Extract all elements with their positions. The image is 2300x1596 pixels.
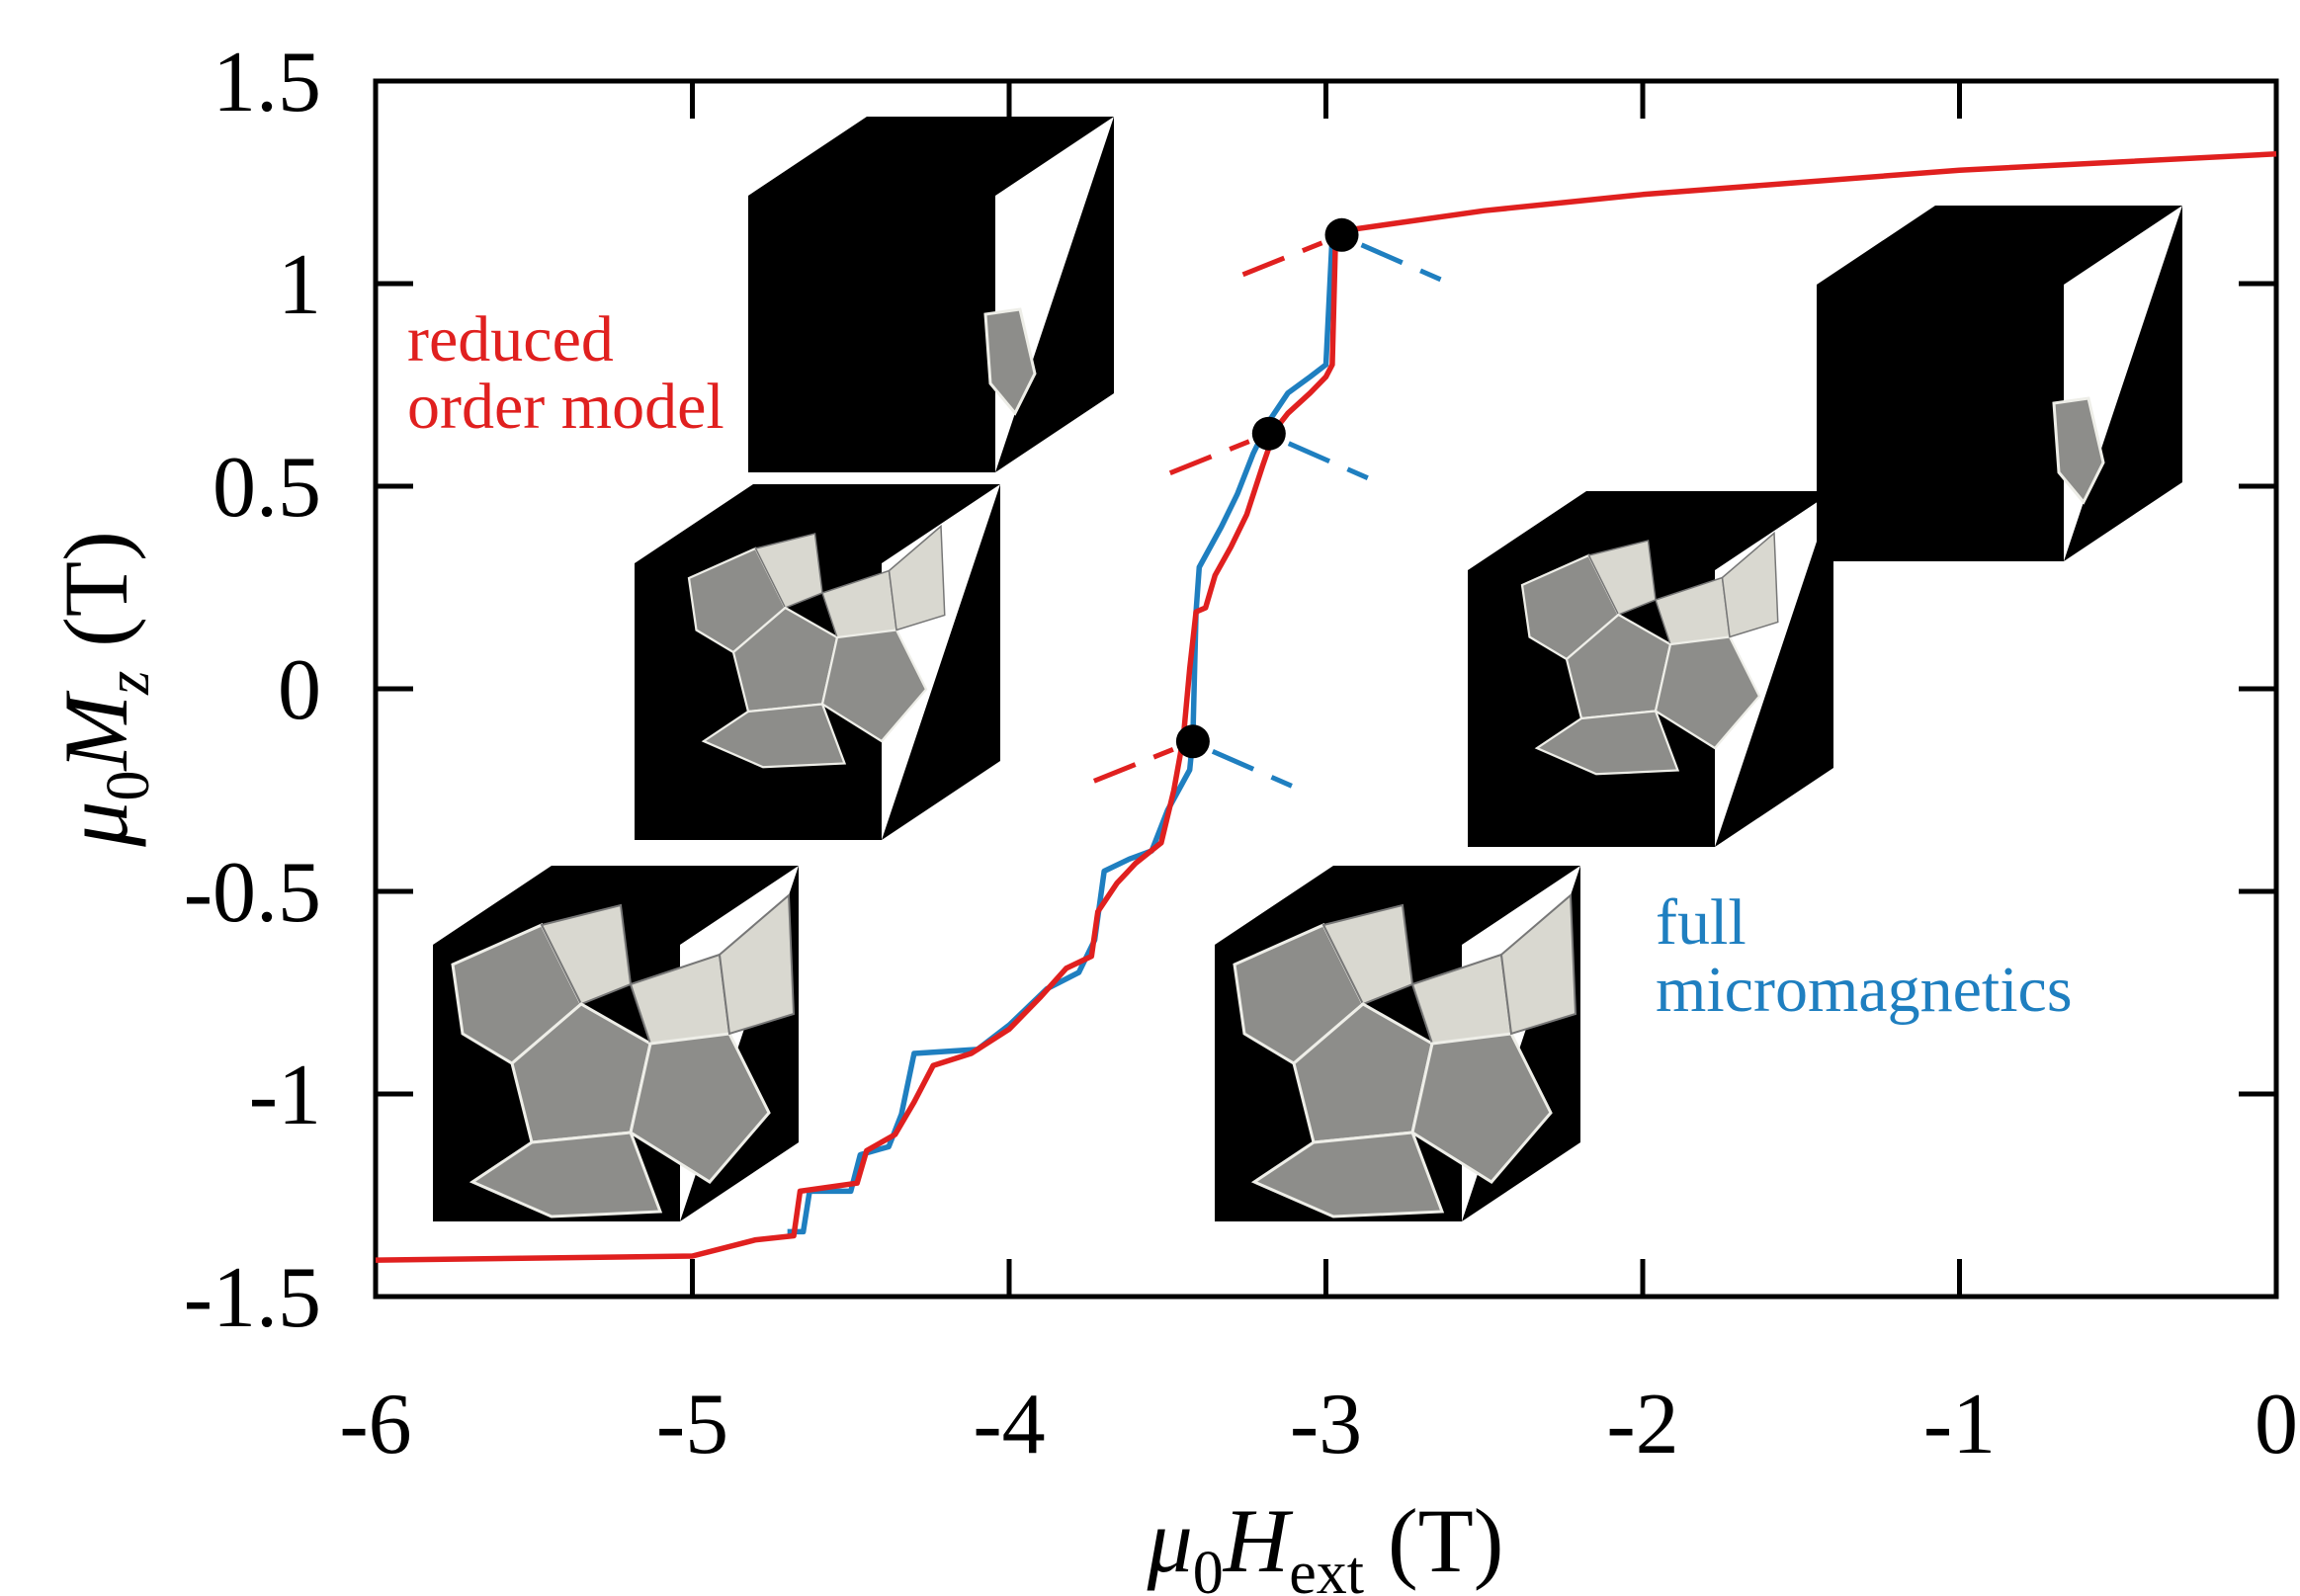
- guide-dash: [1362, 245, 1441, 280]
- guide-dash: [1170, 442, 1249, 473]
- y-tick-label: 0: [278, 642, 321, 738]
- annotation-line: order model: [407, 371, 724, 443]
- guide-dash: [1289, 444, 1368, 478]
- y-tick-label: -0.5: [184, 845, 321, 941]
- marker: [1325, 218, 1359, 252]
- guide-dash: [1243, 243, 1322, 275]
- axis-label-part: 0: [95, 771, 162, 801]
- y-tick-label: 0.5: [213, 440, 321, 536]
- chart: μ0Hext(T) μ0Mz(T) -6-5-4-3-2-10-1.5-1-0.…: [0, 0, 2300, 1596]
- x-tick-label: -1: [1923, 1377, 1996, 1472]
- guide-dash: [1213, 751, 1292, 786]
- y-tick-label: 1.5: [213, 35, 321, 130]
- grain-illustration: [433, 117, 2182, 1221]
- axis-label-part: (T): [45, 531, 146, 646]
- y-tick-label: -1: [249, 1048, 321, 1143]
- axis-label-part: ext: [1289, 1540, 1364, 1596]
- marker: [1176, 724, 1210, 758]
- x-tick-label: -4: [973, 1377, 1045, 1472]
- axis-label-part: (T): [1388, 1490, 1503, 1591]
- x-tick-label: 0: [2255, 1377, 2298, 1472]
- x-axis-label: μ0Hext (T): [1147, 1490, 1504, 1596]
- axis-label-part: M: [45, 691, 146, 773]
- axis-label-part: 0: [1193, 1540, 1224, 1596]
- x-tick-label: -5: [656, 1377, 728, 1472]
- axis-label-part: μ: [45, 801, 146, 848]
- x-tick-label: -6: [339, 1377, 411, 1472]
- guide-dash: [1094, 749, 1173, 781]
- x-tick-label: -2: [1606, 1377, 1678, 1472]
- y-axis-label: μ0Mz (T): [45, 531, 162, 847]
- marker: [1252, 417, 1286, 451]
- axis-label-part: H: [1223, 1490, 1294, 1591]
- axis-label-part: z: [95, 671, 162, 696]
- y-tick-label: -1.5: [184, 1250, 321, 1346]
- x-tick-label: -3: [1290, 1377, 1362, 1472]
- annotation-line: micromagnetics: [1656, 954, 2073, 1026]
- annotation-line: full: [1656, 886, 1746, 959]
- annotation-line: reduced: [407, 303, 614, 376]
- axis-label-part: μ: [1147, 1490, 1193, 1591]
- y-tick-label: 1: [278, 237, 321, 333]
